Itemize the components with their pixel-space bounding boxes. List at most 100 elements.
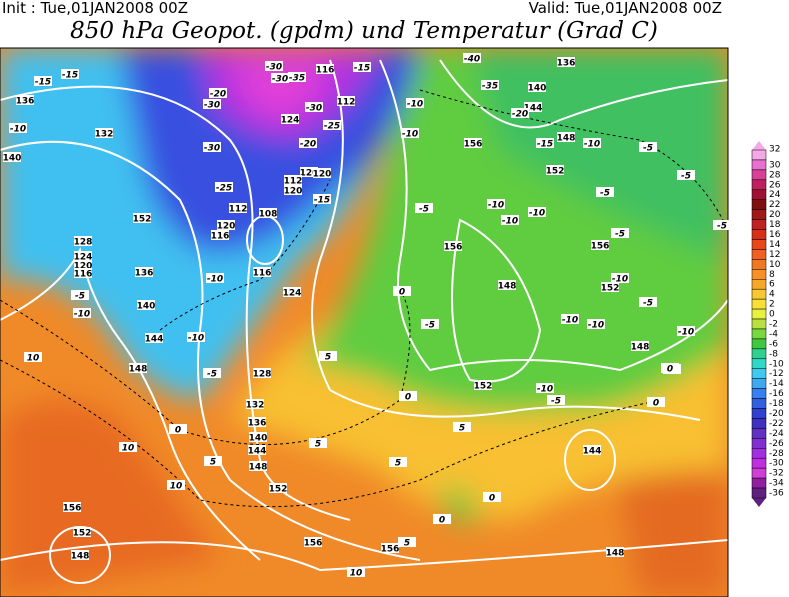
label-box (583, 138, 601, 148)
label-box (73, 308, 91, 318)
label-box (583, 445, 601, 455)
colorbar-cell (751, 259, 767, 270)
colorbar-cell (751, 239, 767, 250)
colorbar-cell (751, 368, 767, 379)
label-box (611, 273, 629, 283)
temperature-label: -35 (289, 74, 305, 84)
colorbar-cell (751, 269, 767, 280)
label-box (713, 220, 731, 230)
label-box (639, 142, 657, 152)
temperature-label: 10 (350, 569, 363, 579)
colorbar-cell (751, 378, 767, 389)
geopotential-label: 116 (211, 232, 230, 242)
temperature-label: 5 (325, 353, 331, 363)
label-box (474, 380, 492, 390)
label-box (528, 207, 546, 217)
temperature-label: -5 (207, 370, 217, 380)
colorbar-cell (751, 358, 767, 369)
temperature-label: -15 (35, 78, 51, 88)
temperature-label: -5 (643, 144, 653, 154)
colorbar-label: 16 (769, 230, 781, 240)
colorbar-label: 22 (769, 200, 780, 210)
temperature-label: -5 (600, 189, 610, 199)
geopotential-label: 128 (74, 238, 93, 248)
isotherms (0, 89, 728, 508)
geopotential-label: 120 (284, 187, 303, 197)
geopotential-label: 120 (217, 222, 236, 232)
label-box (74, 236, 92, 246)
temperature-label: -30 (266, 63, 282, 73)
label-box (639, 297, 657, 307)
map-frame (0, 47, 729, 597)
label-box (145, 333, 163, 343)
colorbar-label: 30 (769, 160, 781, 170)
label-box (203, 368, 221, 378)
temperature-label: -10 (402, 130, 418, 140)
colorbar-cell (751, 318, 767, 330)
geopotential-label: 136 (557, 59, 576, 69)
colorbar-cell (751, 388, 767, 399)
label-box (399, 391, 417, 401)
temperature-label: -10 (502, 217, 518, 227)
geopotential-label: 152 (133, 215, 152, 225)
label-box (511, 108, 529, 118)
colorbar: 32302826242220181614121086420-2-4-6-8-10… (751, 141, 784, 507)
temperature-label: -10 (10, 125, 26, 135)
label-box (74, 260, 92, 270)
temperature-label: -15 (62, 71, 78, 81)
temperature-label: -5 (75, 292, 85, 302)
temperature-label: -10 (537, 385, 553, 395)
label-box (393, 286, 411, 296)
geopotential-label: 152 (269, 485, 288, 495)
geopotential-label: 140 (249, 434, 268, 444)
geopotential-label: 108 (259, 210, 278, 220)
init-time: Init : Tue,01JAN2008 00Z (2, 0, 188, 17)
geopotential-label: 132 (95, 130, 114, 140)
colorbar-cell (751, 279, 767, 290)
label-box (677, 170, 695, 180)
label-box (283, 287, 301, 297)
label-box (211, 230, 229, 240)
geopotential-label: 144 (145, 335, 164, 345)
colorbar-label: -34 (769, 479, 784, 489)
label-box (557, 57, 575, 67)
colorbar-label: -28 (769, 449, 784, 459)
colorbar-cell (751, 169, 767, 181)
label-box (313, 194, 331, 204)
colorbar-label: -12 (769, 369, 784, 379)
colorbar-cell (751, 159, 767, 171)
temperature-label: 5 (459, 424, 465, 434)
label-box (253, 267, 271, 277)
temperature-label: -5 (717, 222, 727, 232)
geopotential-label: 148 (606, 549, 625, 559)
temperature-label: -10 (588, 321, 604, 331)
temperature-label: -5 (681, 172, 691, 182)
colorbar-cell (751, 477, 767, 489)
label-box (284, 185, 302, 195)
temperature-label: -20 (512, 110, 528, 120)
label-box (464, 138, 482, 148)
label-box (203, 142, 221, 152)
label-box (169, 424, 187, 434)
colorbar-cell (751, 428, 767, 439)
colorbar-label: 24 (769, 190, 781, 200)
geopotential-label: 148 (498, 282, 517, 292)
temperature-label: -20 (300, 140, 316, 150)
geopotential-label: 156 (591, 242, 610, 252)
temperature-label: -25 (216, 184, 232, 194)
label-box (433, 514, 451, 524)
label-box (9, 123, 27, 133)
label-box (71, 550, 89, 560)
temperature-label: -10 (188, 334, 204, 344)
temperature-label: -5 (551, 397, 561, 407)
label-box (206, 273, 224, 283)
temperature-label: 0 (399, 288, 405, 298)
temperature-label: -10 (678, 328, 694, 338)
geopotential-label: 120 (313, 170, 332, 180)
label-box (547, 395, 565, 405)
colorbar-label: 12 (769, 250, 780, 260)
colorbar-cell (751, 149, 767, 161)
temperature-label: -5 (615, 230, 625, 240)
label-box (601, 282, 619, 292)
temperature-label: -10 (562, 316, 578, 326)
